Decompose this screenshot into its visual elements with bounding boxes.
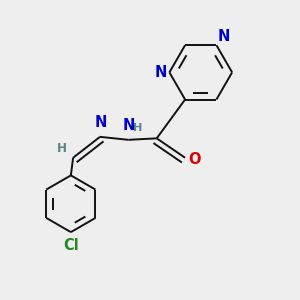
Text: N: N — [94, 115, 107, 130]
Text: N: N — [123, 118, 135, 133]
Text: H: H — [134, 123, 143, 133]
Text: Cl: Cl — [63, 238, 79, 253]
Text: N: N — [218, 29, 230, 44]
Text: N: N — [154, 65, 167, 80]
Text: O: O — [188, 152, 201, 167]
Text: H: H — [56, 142, 67, 155]
